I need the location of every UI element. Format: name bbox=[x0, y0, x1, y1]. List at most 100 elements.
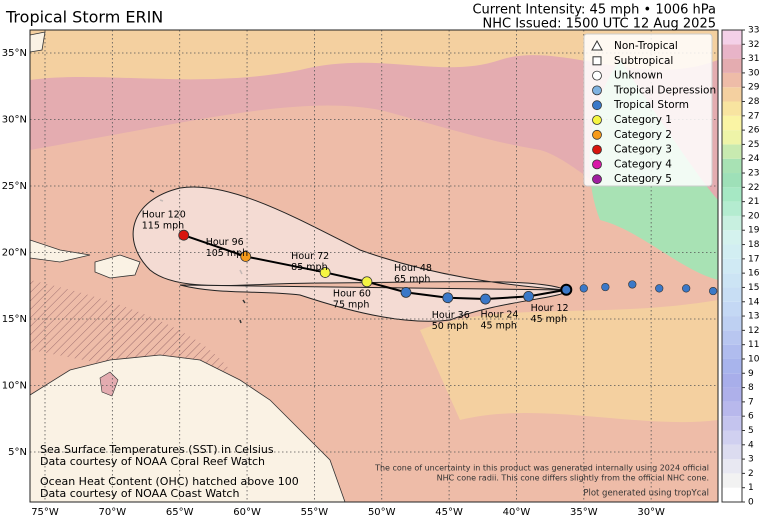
colorbar-bin bbox=[722, 387, 742, 402]
cone-of-uncertainty bbox=[132, 186, 567, 322]
lat-label: 20°N bbox=[2, 248, 27, 259]
forecast-wind: 115 mph bbox=[142, 221, 184, 232]
cone-note: The cone of uncertainty in this product … bbox=[374, 464, 709, 473]
colorbar-label: 16 bbox=[748, 269, 760, 279]
past-point bbox=[579, 284, 588, 293]
colorbar-label: 10 bbox=[748, 354, 760, 364]
colorbar-label: 0 bbox=[748, 498, 754, 508]
forecast-point bbox=[319, 267, 331, 278]
colorbar-bin bbox=[722, 158, 742, 174]
forecast-wind: 45 mph bbox=[480, 321, 516, 332]
colorbar-label: 25 bbox=[748, 140, 759, 150]
colorbar-bin bbox=[722, 30, 742, 45]
colorbar-bin bbox=[722, 430, 742, 445]
colorbar-frame bbox=[721, 29, 743, 503]
colorbar-label: 33 bbox=[748, 26, 759, 36]
legend-symbol bbox=[592, 159, 602, 170]
colorbar-bin bbox=[722, 101, 742, 116]
colorbar-bin bbox=[722, 244, 742, 259]
legend-label: Tropical Depression bbox=[613, 84, 716, 96]
colorbar-bin bbox=[722, 344, 742, 359]
colorbar-label: 11 bbox=[748, 340, 759, 350]
forecast-wind: 105 mph bbox=[206, 248, 248, 259]
colorbar-bin bbox=[722, 173, 742, 188]
lon-label: 40°W bbox=[503, 507, 531, 518]
legend-symbol bbox=[591, 39, 603, 51]
colorbar-label: 9 bbox=[748, 369, 754, 379]
colorbar-label: 6 bbox=[748, 412, 754, 422]
colorbar-bin bbox=[722, 44, 742, 59]
colorbar-label: 29 bbox=[748, 83, 760, 93]
forecast-wind: 75 mph bbox=[333, 299, 369, 310]
colorbar-label: 18 bbox=[748, 240, 760, 250]
colorbar-bin bbox=[722, 130, 742, 145]
legend-symbol bbox=[592, 70, 602, 81]
past-point bbox=[628, 280, 637, 289]
legend-symbol bbox=[592, 100, 602, 111]
forecast-point bbox=[523, 290, 534, 302]
past-point bbox=[682, 284, 691, 293]
lat-label: 10°N bbox=[2, 381, 27, 392]
lon-label: 65°W bbox=[166, 507, 194, 518]
lon-label: 35°W bbox=[570, 507, 598, 518]
forecast-point bbox=[178, 229, 190, 241]
colorbar-bin bbox=[722, 444, 742, 460]
colorbar-bin bbox=[722, 258, 742, 274]
legend-label: Tropical Storm bbox=[613, 99, 689, 111]
forecast-point bbox=[400, 286, 412, 298]
colorbar-label: 17 bbox=[748, 254, 759, 264]
cone-note: NHC cone radii. This cone differs slight… bbox=[437, 474, 709, 483]
legend-symbol bbox=[592, 174, 602, 185]
credit: Plot generated using tropYcal bbox=[583, 489, 709, 499]
colorbar-label: 20 bbox=[748, 211, 760, 221]
lon-label: 60°W bbox=[233, 507, 261, 518]
header-line: Current Intensity: 45 mph • 1006 hPa bbox=[472, 3, 716, 18]
colorbar-label: 2 bbox=[748, 469, 754, 479]
colorbar-bin bbox=[722, 487, 742, 502]
colorbar-bin bbox=[722, 473, 742, 488]
colorbar-bin bbox=[722, 58, 742, 73]
colorbar-label: 26 bbox=[748, 126, 760, 136]
legend-label: Unknown bbox=[614, 70, 663, 82]
colorbar-label: 28 bbox=[748, 97, 760, 107]
colorbar-bin bbox=[722, 273, 742, 288]
forecast-hour: Hour 60 bbox=[333, 288, 371, 299]
colorbar-label: 21 bbox=[748, 197, 759, 207]
lat-label: 35°N bbox=[2, 48, 27, 59]
legend-symbol bbox=[592, 144, 602, 155]
lon-label: 70°W bbox=[99, 507, 127, 518]
legend-label: Subtropical bbox=[614, 55, 673, 67]
colorbar-bin bbox=[722, 330, 742, 345]
map-frame bbox=[29, 29, 719, 503]
legend-label: Category 5 bbox=[614, 173, 672, 185]
past-point bbox=[601, 282, 610, 292]
colorbar-label: 27 bbox=[748, 111, 759, 121]
forecast-hour: Hour 24 bbox=[480, 310, 518, 321]
forecast-hour: Hour 72 bbox=[291, 251, 329, 262]
colorbar-bin bbox=[722, 144, 742, 159]
past-point bbox=[709, 286, 718, 296]
note: Data courtesy of NOAA Coast Watch bbox=[40, 487, 239, 500]
colorbar-label: 7 bbox=[748, 397, 754, 407]
lon-label: 30°W bbox=[637, 507, 665, 518]
forecast-hour: Hour 12 bbox=[531, 303, 569, 314]
colorbar-label: 4 bbox=[748, 440, 754, 450]
legend-symbol bbox=[592, 129, 602, 140]
colorbar-label: 1 bbox=[748, 483, 754, 493]
forecast-hour: Hour 48 bbox=[394, 263, 432, 274]
header-line: NHC Issued: 1500 UTC 12 Aug 2025 bbox=[483, 17, 717, 32]
legend-symbol bbox=[592, 115, 602, 125]
forecast-point bbox=[240, 251, 252, 262]
lat-label: 5°N bbox=[8, 447, 27, 458]
legend-box bbox=[583, 33, 713, 187]
note: Sea Surface Temperatures (SST) in Celsiu… bbox=[40, 443, 274, 456]
colorbar-bin bbox=[722, 416, 742, 431]
colorbar-bin bbox=[722, 358, 742, 374]
forecast-point bbox=[361, 276, 373, 288]
current-position bbox=[560, 283, 573, 296]
colorbar-bin bbox=[722, 373, 742, 388]
forecast-point bbox=[480, 293, 491, 305]
colorbar-label: 19 bbox=[748, 226, 760, 236]
colorbar-label: 32 bbox=[748, 40, 759, 50]
colorbar-bin bbox=[722, 201, 742, 216]
